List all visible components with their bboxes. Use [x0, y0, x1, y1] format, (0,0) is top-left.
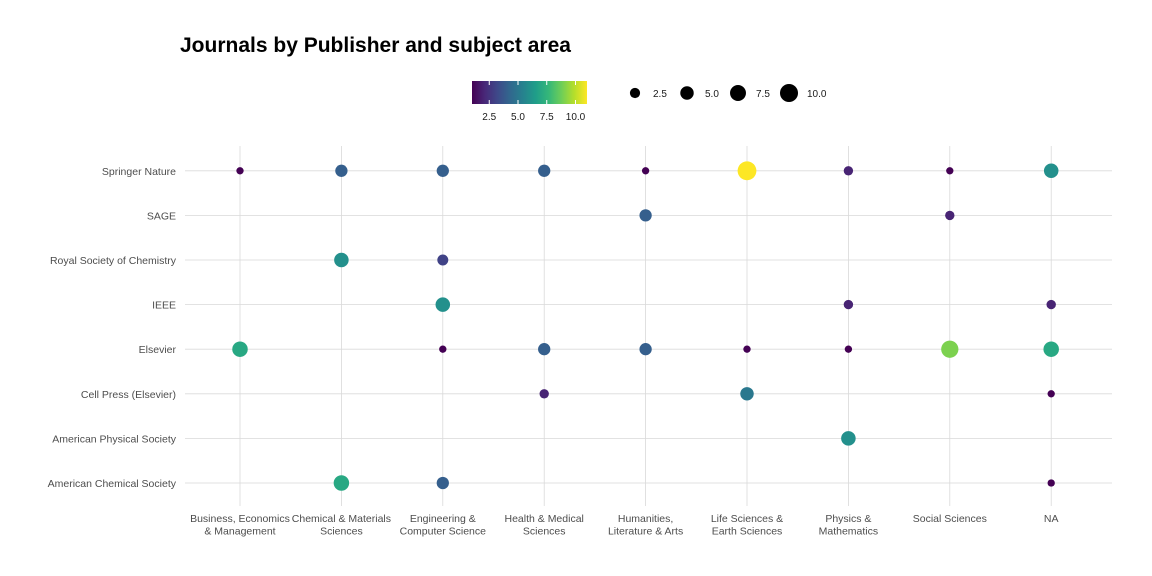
data-point	[1047, 390, 1055, 398]
data-point	[841, 431, 856, 446]
y-tick-label: Cell Press (Elsevier)	[81, 389, 176, 401]
x-tick-label: Business, Economics & Management	[190, 513, 290, 538]
data-point	[641, 167, 650, 175]
x-tick-label-line: Life Sciences &	[711, 513, 783, 525]
color-legend-label: 10.0	[566, 112, 586, 123]
chart-title: Journals by Publisher and subject area	[180, 34, 571, 57]
data-point	[436, 164, 449, 177]
data-point	[639, 343, 652, 356]
color-legend-label: 7.5	[540, 112, 554, 123]
size-legend-label: 10.0	[807, 89, 827, 100]
x-tick-label: Humanities, Literature & Arts	[608, 513, 683, 538]
data-point	[538, 164, 551, 177]
data-point	[1047, 479, 1055, 487]
x-tick-label-line: Sciences	[523, 526, 566, 538]
y-tick-label: Springer Nature	[102, 166, 176, 178]
data-point	[843, 166, 854, 176]
color-legend-label: 2.5	[482, 112, 496, 123]
data-point	[1043, 341, 1059, 357]
data-point	[435, 297, 451, 312]
x-tick-label-line: Physics &	[825, 513, 871, 525]
x-tick-label-line: Mathematics	[819, 526, 879, 538]
data-point	[333, 475, 350, 491]
x-tick-label-line: Literature & Arts	[608, 526, 683, 538]
data-point	[539, 389, 549, 399]
x-tick-label-line: Humanities,	[618, 513, 673, 525]
size-legend-label: 7.5	[756, 89, 770, 100]
data-point	[232, 341, 248, 357]
data-point	[334, 252, 349, 268]
size-legend-dot	[730, 85, 746, 101]
data-point	[737, 161, 757, 181]
x-tick-label-line: Business, Economics	[190, 513, 290, 525]
size-legend-label: 5.0	[705, 89, 719, 100]
data-point	[436, 476, 449, 490]
data-point	[740, 387, 754, 401]
x-tick-label: Engineering & Computer Science	[400, 513, 487, 538]
data-point	[844, 345, 853, 353]
x-tick-label: Chemical & Materials Sciences	[292, 513, 391, 538]
y-tick-label: American Chemical Society	[48, 478, 177, 490]
x-tick-label-line: Social Sciences	[913, 513, 987, 525]
data-point	[437, 254, 449, 266]
y-tick-label: Elsevier	[139, 344, 177, 356]
data-point	[335, 164, 348, 177]
x-tick-label: Health & Medical Sciences	[505, 513, 584, 538]
size-legend-dot	[629, 87, 641, 99]
data-point	[941, 340, 959, 358]
x-tick-label-line: NA	[1044, 513, 1059, 525]
data-point	[538, 343, 551, 356]
y-tick-label: SAGE	[147, 210, 176, 222]
size-legend-dot	[680, 86, 694, 100]
x-tick-label-line: Sciences	[320, 526, 363, 538]
data-point	[236, 167, 244, 175]
x-tick-label: Social Sciences	[913, 513, 987, 525]
data-point	[439, 345, 447, 353]
x-tick-label-line: Chemical & Materials	[292, 513, 391, 525]
x-tick-label: Life Sciences & Earth Sciences	[711, 513, 783, 538]
x-tick-label-line: & Management	[204, 526, 275, 538]
data-point	[946, 167, 954, 175]
y-tick-label: IEEE	[152, 300, 176, 312]
y-tick-label: Royal Society of Chemistry	[50, 255, 177, 267]
x-tick-label: Physics & Mathematics	[819, 513, 879, 538]
y-tick-label: American Physical Society	[52, 433, 176, 445]
x-tick-label-line: Computer Science	[400, 526, 487, 538]
x-tick-label-line: Earth Sciences	[712, 526, 783, 538]
size-legend-dot	[779, 83, 799, 103]
x-tick-label-line: Health & Medical	[505, 513, 584, 525]
size-legend-label: 2.5	[653, 89, 667, 100]
data-point	[639, 209, 652, 222]
data-point	[843, 299, 854, 310]
data-point	[1043, 163, 1059, 179]
data-point	[1046, 299, 1056, 310]
color-legend-label: 5.0	[511, 112, 525, 123]
x-tick-label: NA	[1044, 513, 1059, 525]
x-tick-label-line: Engineering &	[410, 513, 476, 525]
data-point	[945, 210, 955, 221]
color-legend-bar	[472, 81, 587, 104]
data-point	[743, 345, 751, 353]
